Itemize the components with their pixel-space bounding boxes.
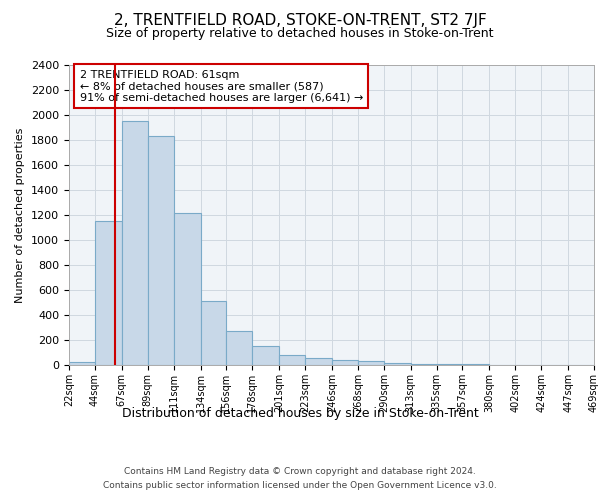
Bar (305, 358, 332, 365)
Bar (148, 136, 173, 365)
Bar (226, 330, 252, 365)
Bar (358, 360, 384, 365)
Bar (200, 300, 226, 365)
Bar (122, 121, 148, 365)
Bar (437, 364, 463, 365)
Bar (173, 212, 200, 365)
Y-axis label: Number of detached properties: Number of detached properties (16, 128, 25, 302)
Bar (95, 221, 122, 365)
Text: Size of property relative to detached houses in Stoke-on-Trent: Size of property relative to detached ho… (106, 28, 494, 40)
Bar (69, 362, 95, 365)
Bar (279, 355, 305, 365)
Bar (384, 363, 411, 365)
Bar (252, 346, 279, 365)
Text: 2 TRENTFIELD ROAD: 61sqm
← 8% of detached houses are smaller (587)
91% of semi-d: 2 TRENTFIELD ROAD: 61sqm ← 8% of detache… (79, 70, 363, 102)
Text: Distribution of detached houses by size in Stoke-on-Trent: Distribution of detached houses by size … (122, 408, 478, 420)
Bar (332, 360, 358, 365)
Bar (411, 364, 437, 365)
Text: 2, TRENTFIELD ROAD, STOKE-ON-TRENT, ST2 7JF: 2, TRENTFIELD ROAD, STOKE-ON-TRENT, ST2 … (113, 12, 487, 28)
Text: Contains public sector information licensed under the Open Government Licence v3: Contains public sector information licen… (103, 481, 497, 490)
Text: Contains HM Land Registry data © Crown copyright and database right 2024.: Contains HM Land Registry data © Crown c… (124, 468, 476, 476)
Bar (463, 364, 490, 365)
